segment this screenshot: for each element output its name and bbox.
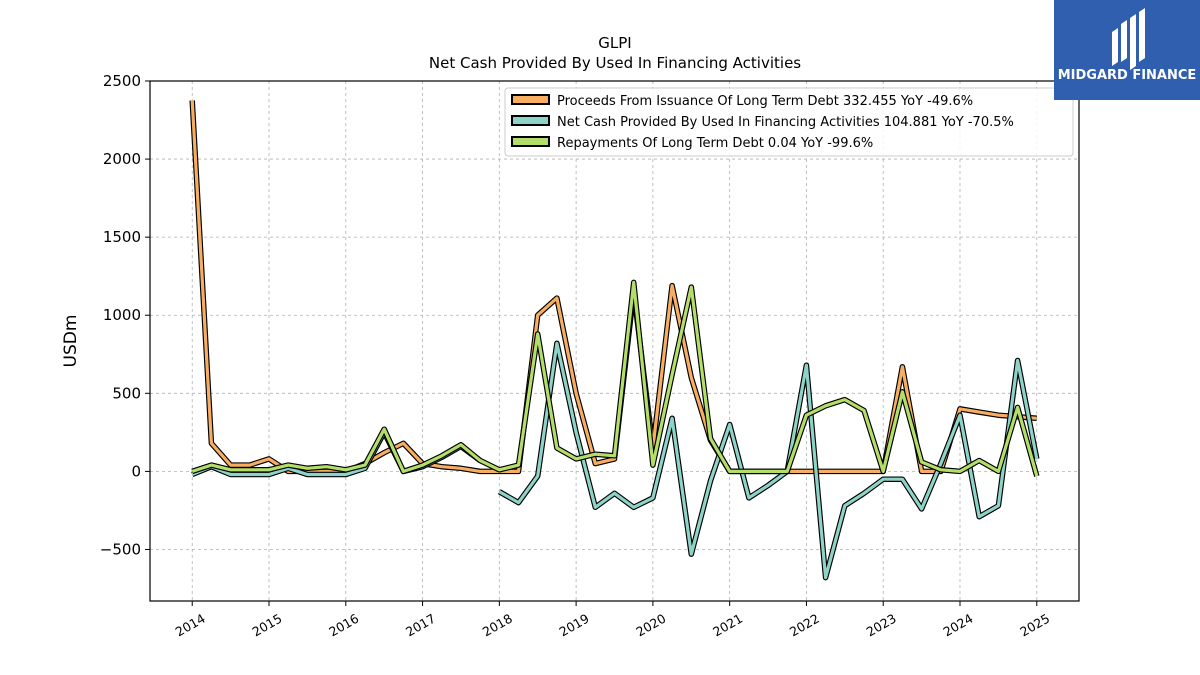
- x-tick-label: 2021: [710, 611, 745, 640]
- series-line: [498, 341, 1039, 580]
- legend-label: Proceeds From Issuance Of Long Term Debt…: [557, 94, 973, 109]
- grid: [150, 80, 1079, 601]
- legend-swatch: [511, 115, 550, 126]
- y-tick-label: 0: [131, 462, 141, 480]
- series-line: [190, 100, 1037, 473]
- x-tick-label: 2024: [940, 611, 975, 640]
- x-tick-label: 2022: [787, 611, 822, 640]
- x-tick-label: 2016: [326, 611, 361, 640]
- y-tick-label: 500: [112, 384, 141, 402]
- logo-text: MIDGARD FINANCE: [1057, 68, 1197, 83]
- y-tick-label: 2500: [103, 72, 141, 90]
- legend-label: Repayments Of Long Term Debt 0.04 YoY -9…: [557, 136, 873, 151]
- x-tick-label: 2023: [864, 611, 899, 640]
- brand-logo: MIDGARD FINANCE: [1054, 0, 1200, 100]
- logo-icon: [1112, 8, 1145, 70]
- y-axis: −500 0 500 1000 1500 2000 2500: [100, 72, 150, 558]
- series-lines: [189, 100, 1040, 581]
- legend-swatch: [511, 136, 550, 147]
- x-axis: 2014 2015 2016 2017 2018 2019 2020 2021 2022 2023…: [173, 601, 1052, 640]
- x-tick-label: 2019: [557, 611, 592, 640]
- x-tick-label: 2020: [633, 611, 668, 640]
- y-tick-label: −500: [100, 540, 141, 558]
- y-axis-label: USDm: [61, 315, 81, 368]
- legend-box: [504, 87, 1074, 157]
- legend: Proceeds From Issuance Of Long Term Debt…: [504, 87, 1074, 157]
- legend-label: Net Cash Provided By Used In Financing A…: [557, 115, 1014, 130]
- x-tick-label: 2015: [249, 611, 284, 640]
- x-tick-label: 2018: [480, 611, 515, 640]
- plot-frame: [149, 80, 1080, 602]
- chart-subtitle: Net Cash Provided By Used In Financing A…: [429, 54, 801, 72]
- legend-swatch: [511, 94, 550, 105]
- x-tick-label: 2017: [403, 611, 438, 640]
- y-tick-label: 1500: [103, 228, 141, 246]
- y-tick-label: 2000: [103, 150, 141, 168]
- y-tick-label: 1000: [103, 306, 141, 324]
- x-tick-label: 2025: [1017, 611, 1052, 640]
- series-line: [191, 280, 1039, 477]
- chart-title: GLPI: [598, 34, 631, 52]
- x-tick-label: 2014: [173, 611, 208, 640]
